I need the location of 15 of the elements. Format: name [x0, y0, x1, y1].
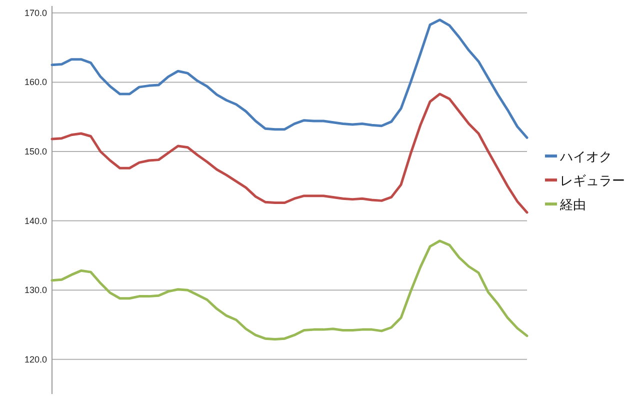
y-tick-label: 140.0: [24, 216, 47, 226]
line-series: [50, 240, 528, 341]
legend-item: ハイオク: [545, 149, 612, 164]
legend-label: ハイオク: [559, 149, 612, 164]
y-tick-label: 130.0: [24, 285, 47, 296]
legend-item: レギュラー: [545, 173, 625, 188]
y-tick-label: 120.0: [24, 354, 47, 364]
legend-label: 経由: [559, 197, 586, 212]
y-tick-label: 170.0: [24, 8, 47, 18]
legend-item: 経由: [545, 197, 586, 212]
y-tick-label: 160.0: [24, 77, 47, 88]
line-series: [50, 18, 528, 139]
y-tick-label: 150.0: [24, 146, 47, 156]
line-series: [50, 92, 528, 214]
legend-label: レギュラー: [560, 173, 625, 188]
